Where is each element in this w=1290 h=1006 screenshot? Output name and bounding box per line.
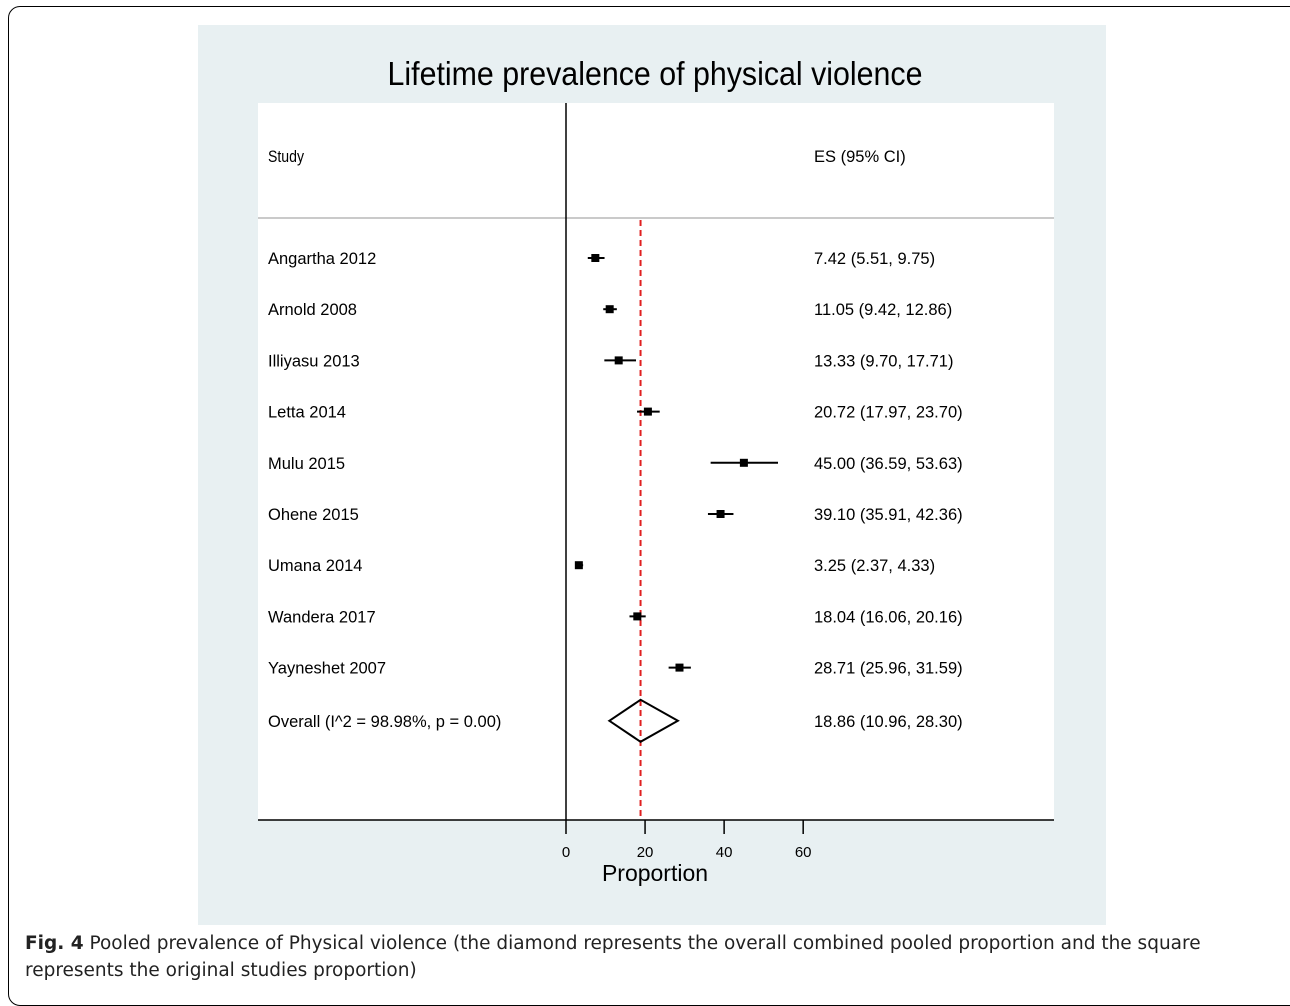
es-value-wandera-2017: 18.04 (16.06, 20.16) [814,608,963,626]
x-tick-label-0: 0 [562,844,570,861]
es-marker-wandera-2017 [633,612,642,621]
study-label-mulu-2015: Mulu 2015 [268,455,345,473]
es-marker-angartha-2012 [591,254,600,262]
es-marker-yayneshet-2007 [675,663,684,672]
es-value-umana-2014: 3.25 (2.37, 4.33) [814,557,935,575]
study-label-angartha-2012: Angartha 2012 [268,250,376,268]
es-value-illiyasu-2013: 13.33 (9.70, 17.71) [814,352,953,370]
es-value-arnold-2008: 11.05 (9.42, 12.86) [814,301,952,319]
es-marker-illiyasu-2013 [614,356,623,365]
study-label-wandera-2017: Wandera 2017 [268,608,376,626]
caption-prefix: Fig. 4 [25,933,84,954]
study-label-arnold-2008: Arnold 2008 [268,301,357,319]
es-value-ohene-2015: 39.10 (35.91, 42.36) [814,506,963,524]
study-label-yayneshet-2007: Yayneshet 2007 [268,660,386,678]
es-marker-letta-2014 [643,407,652,416]
es-marker-ohene-2015 [716,510,725,518]
es-value-angartha-2012: 7.42 (5.51, 9.75) [814,250,935,268]
es-column-header: ES (95% CI) [814,148,906,166]
es-value-letta-2014: 20.72 (17.97, 23.70) [814,404,963,422]
overall-es-value: 18.86 (10.96, 28.30) [814,713,963,731]
study-label-illiyasu-2013: Illiyasu 2013 [268,352,360,370]
plot-panel [258,103,1054,820]
chart-title: Lifetime prevalence of physical violence [387,55,923,92]
x-axis-label: Proportion [602,860,708,886]
es-value-yayneshet-2007: 28.71 (25.96, 31.59) [814,660,963,678]
study-column-header: Study [268,148,305,166]
study-label-ohene-2015: Ohene 2015 [268,506,359,524]
overall-diamond [607,698,680,743]
es-value-mulu-2015: 45.00 (36.59, 53.63) [814,455,963,473]
es-marker-umana-2014 [574,561,583,570]
study-label-letta-2014: Letta 2014 [268,404,346,422]
x-tick-label-40: 40 [716,844,733,861]
caption-text: Pooled prevalence of Physical violence (… [25,933,1201,981]
es-marker-arnold-2008 [605,305,614,314]
x-tick-label-20: 20 [637,844,654,861]
overall-label: Overall (I^2 = 98.98%, p = 0.00) [268,713,501,731]
study-label-umana-2014: Umana 2014 [268,557,362,575]
es-marker-mulu-2015 [739,458,748,467]
figure-caption: Fig. 4 Pooled prevalence of Physical vio… [25,930,1270,984]
x-tick-label-60: 60 [795,844,812,861]
